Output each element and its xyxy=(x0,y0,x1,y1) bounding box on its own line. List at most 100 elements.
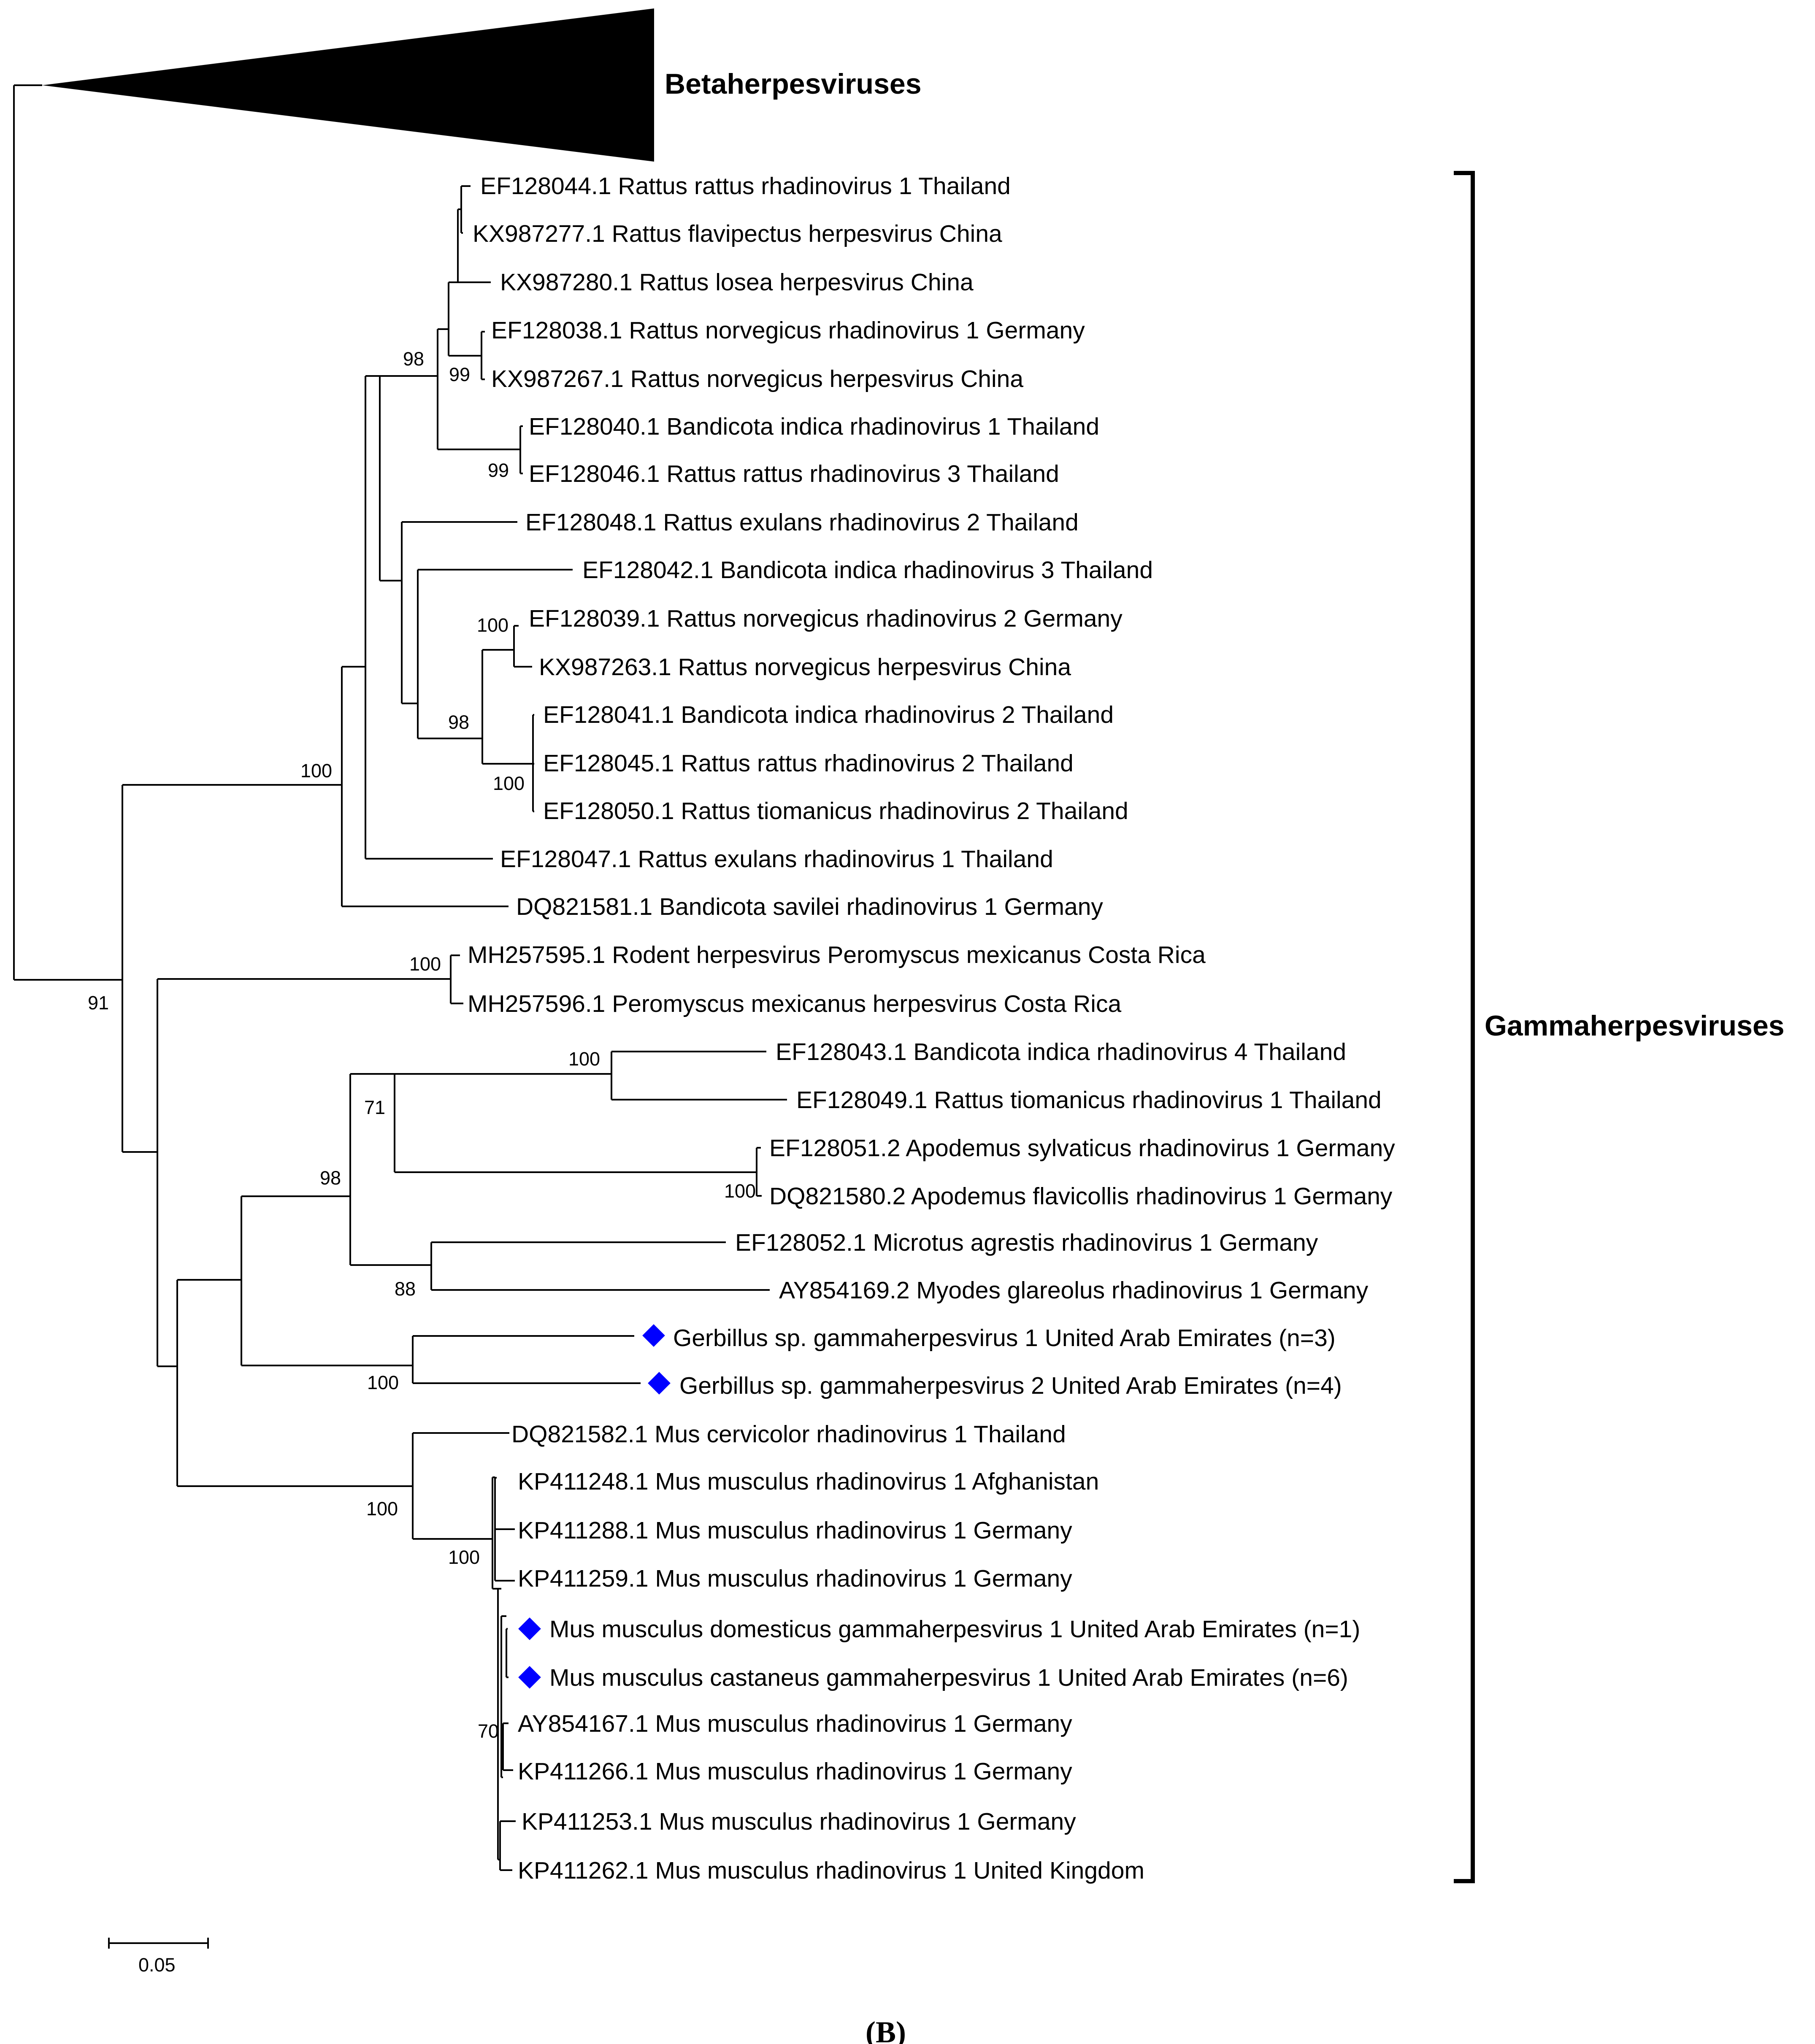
bootstrap-value: 100 xyxy=(366,1498,398,1519)
taxon-label: EF128051.2 Apodemus sylvaticus rhadinovi… xyxy=(769,1135,1395,1162)
taxon-label: KP411259.1 Mus musculus rhadinovirus 1 G… xyxy=(518,1565,1072,1592)
taxon-label: EF128048.1 Rattus exulans rhadinovirus 2… xyxy=(525,509,1079,536)
taxon-label: KP411266.1 Mus musculus rhadinovirus 1 G… xyxy=(518,1758,1072,1785)
taxon-label: EF128045.1 Rattus rattus rhadinovirus 2 … xyxy=(543,750,1074,777)
taxon-label: DQ821580.2 Apodemus flavicollis rhadinov… xyxy=(769,1183,1393,1210)
branch-ef128043-ef128049 xyxy=(611,1051,787,1100)
collapsed-clade-betaherpesviruses xyxy=(42,8,654,162)
branch-node-2 xyxy=(365,375,493,860)
branch-apodemus-pair xyxy=(756,1147,762,1197)
taxon-label: KP411248.1 Mus musculus rhadinovirus 1 A… xyxy=(518,1468,1099,1495)
branch-thailand-apodemus-clade xyxy=(349,1073,431,1266)
taxon-label: EF128052.1 Microtus agrestis rhadinoviru… xyxy=(735,1229,1318,1256)
bootstrap-values: 98 99 99 100 98 100 100 91 100 100 100 7… xyxy=(88,348,756,1742)
bootstrap-value: 99 xyxy=(449,364,470,385)
taxon-label: KX987277.1 Rattus flavipectus herpesviru… xyxy=(473,220,1002,247)
scale-bar: 0.05 xyxy=(108,1938,209,1976)
branch-gerbillus-pair xyxy=(412,1335,641,1384)
branch-node-10 xyxy=(157,978,451,1367)
gammaherpesviruses-label: Gammaherpesviruses xyxy=(1485,1010,1785,1042)
taxon-label: EF128039.1 Rattus norvegicus rhadinoviru… xyxy=(529,605,1123,632)
branch-node-9 xyxy=(417,569,573,739)
branch-murid-clade xyxy=(241,1195,413,1366)
taxon-label: MH257596.1 Peromyscus mexicanus herpesvi… xyxy=(468,990,1121,1017)
bootstrap-value: 88 xyxy=(395,1278,416,1300)
branch-ingroup-root xyxy=(122,784,342,1153)
branch-node-13 xyxy=(494,1477,515,1582)
branch-ef128039-kx987263 xyxy=(513,625,532,668)
taxon-label: EF128044.1 Rattus rattus rhadinovirus 1 … xyxy=(480,173,1011,200)
branch-node-7 xyxy=(460,185,471,234)
panel-label: (B) xyxy=(866,2015,906,2044)
taxon-label: KX987263.1 Rattus norvegicus herpesvirus… xyxy=(539,654,1071,681)
branch-node-8 xyxy=(401,521,517,704)
branch-peromyscus-pair xyxy=(450,954,463,1004)
branch-microtus-myodes xyxy=(430,1241,770,1291)
taxon-label: DQ821582.1 Mus cervicolor rhadinovirus 1… xyxy=(511,1421,1066,1448)
bootstrap-value: 70 xyxy=(478,1720,499,1742)
taxon-label: KP411288.1 Mus musculus rhadinovirus 1 G… xyxy=(518,1517,1072,1544)
taxon-label: EF128043.1 Bandicota indica rhadinovirus… xyxy=(776,1038,1346,1065)
branch-ef128041-group xyxy=(532,714,534,812)
branch-ef128040-ef128046 xyxy=(519,425,523,474)
taxon-label: EF128046.1 Rattus rattus rhadinovirus 3 … xyxy=(529,460,1059,487)
tree-branches xyxy=(13,84,787,1871)
branch-node-12 xyxy=(394,1073,757,1173)
taxon-label: EF128042.1 Bandicota indica rhadinovirus… xyxy=(582,557,1153,584)
diamond-marker-icon xyxy=(518,1666,541,1689)
taxon-label: Gerbillus sp. gammaherpesvirus 2 United … xyxy=(679,1372,1342,1399)
branch-norvegicus-pair xyxy=(481,331,485,380)
bootstrap-value: 100 xyxy=(568,1048,600,1070)
branch-node-4 xyxy=(437,328,520,450)
taxon-label: AY854169.2 Myodes glareolus rhadinovirus… xyxy=(779,1277,1369,1304)
branch-mus-clade xyxy=(412,1432,509,1540)
bootstrap-value: 100 xyxy=(477,614,509,636)
taxon-label: Gerbillus sp. gammaherpesvirus 1 United … xyxy=(673,1325,1336,1352)
bootstrap-value: 98 xyxy=(403,348,424,370)
branch-node-11 xyxy=(176,1279,413,1487)
taxon-label: KX987267.1 Rattus norvegicus herpesvirus… xyxy=(491,365,1023,392)
branch-mus-musculus-clade xyxy=(492,1476,498,1590)
taxon-label: EF128050.1 Rattus tiomanicus rhadinoviru… xyxy=(543,798,1128,825)
taxon-label: EF128040.1 Bandicota indica rhadinovirus… xyxy=(529,413,1099,440)
taxon-label: Mus musculus castaneus gammaherpesvirus … xyxy=(549,1664,1348,1691)
diamond-marker-icon xyxy=(642,1324,665,1347)
taxon-label: EF128047.1 Rattus exulans rhadinovirus 1… xyxy=(500,846,1053,873)
branch-node-5 xyxy=(448,281,481,357)
taxon-label: MH257595.1 Rodent herpesvirus Peromyscus… xyxy=(468,941,1206,968)
taxon-label: KX987280.1 Rattus losea herpesvirus Chin… xyxy=(500,269,974,296)
taxon-label: EF128049.1 Rattus tiomanicus rhadinoviru… xyxy=(796,1087,1382,1114)
branch-rattus-bandicota-clade xyxy=(341,666,509,907)
bootstrap-value: 98 xyxy=(448,711,469,733)
bootstrap-value: 98 xyxy=(320,1167,341,1189)
diamond-marker-icon xyxy=(648,1372,671,1395)
sample-markers xyxy=(518,1324,671,1689)
scale-bar-label: 0.05 xyxy=(138,1954,176,1976)
taxon-label: KP411253.1 Mus musculus rhadinovirus 1 G… xyxy=(522,1808,1076,1835)
bootstrap-value: 100 xyxy=(300,760,332,781)
diamond-marker-icon xyxy=(518,1617,541,1640)
bootstrap-value: 71 xyxy=(364,1097,385,1118)
branch-node-16 xyxy=(499,1820,516,1871)
betaherpesviruses-label: Betaherpesviruses xyxy=(665,68,922,100)
tip-labels: EF128044.1 Rattus rattus rhadinovirus 1 … xyxy=(468,173,1395,1884)
branch-uae-mus-pair xyxy=(506,1628,509,1678)
branch-rattus-core xyxy=(379,375,438,581)
branch-node-15 xyxy=(502,1722,513,1771)
branch-root xyxy=(13,84,122,981)
bootstrap-value: 100 xyxy=(448,1547,480,1568)
bootstrap-value: 91 xyxy=(88,992,109,1014)
taxon-label: AY854167.1 Mus musculus rhadinovirus 1 G… xyxy=(518,1710,1072,1737)
taxon-label: DQ821581.1 Bandicota savilei rhadinoviru… xyxy=(516,893,1103,920)
taxon-label: EF128041.1 Bandicota indica rhadinovirus… xyxy=(543,701,1114,728)
scale-bar-line xyxy=(108,1938,209,1949)
taxon-label: KP411262.1 Mus musculus rhadinovirus 1 U… xyxy=(518,1857,1144,1884)
bootstrap-value: 100 xyxy=(409,953,441,975)
bootstrap-value: 100 xyxy=(367,1372,399,1393)
gammaherpesviruses-bracket xyxy=(1454,171,1475,1883)
bootstrap-value: 100 xyxy=(724,1180,756,1202)
bootstrap-value: 100 xyxy=(493,773,525,794)
taxon-label: EF128038.1 Rattus norvegicus rhadinoviru… xyxy=(491,317,1085,344)
bootstrap-value: 99 xyxy=(488,460,509,481)
